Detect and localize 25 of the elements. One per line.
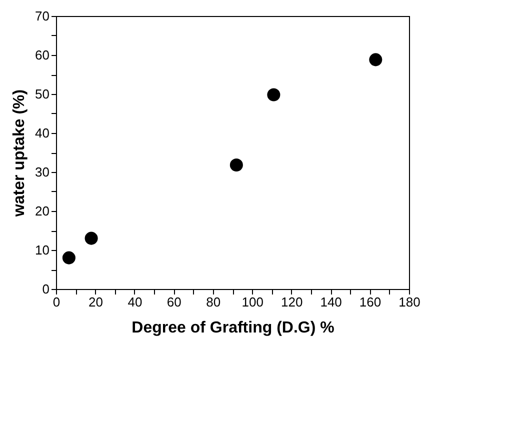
x-tick-label: 180 xyxy=(398,294,420,310)
y-tick-label: 30 xyxy=(35,164,50,180)
x-axis-title: Degree of Grafting (D.G) % xyxy=(132,320,334,336)
x-tick-label: 160 xyxy=(359,294,382,310)
y-tick-label: 20 xyxy=(35,204,50,218)
point xyxy=(230,158,243,172)
y-tick-label: 0 xyxy=(42,282,50,296)
y-tick-label: 10 xyxy=(35,242,50,258)
y-tick-label: 50 xyxy=(35,86,50,102)
point xyxy=(369,53,382,66)
point xyxy=(62,251,76,264)
point xyxy=(84,232,98,245)
y-axis-title: water uptake (%) xyxy=(11,89,28,218)
x-tick-label: 120 xyxy=(280,294,303,310)
y-tick-label: 40 xyxy=(35,126,50,140)
x-tick-label: 0 xyxy=(52,294,60,310)
x-tick-label: 140 xyxy=(320,294,342,310)
y-tick-label: 60 xyxy=(35,48,50,62)
y-tick-label: 70 xyxy=(35,8,50,24)
x-tick-label: 60 xyxy=(166,294,182,310)
x-tick-label: 20 xyxy=(88,294,103,310)
x-tick-label: 100 xyxy=(242,294,264,310)
x-tick-label: 40 xyxy=(128,294,142,310)
x-tick-label: 80 xyxy=(206,294,221,310)
point xyxy=(267,88,280,102)
